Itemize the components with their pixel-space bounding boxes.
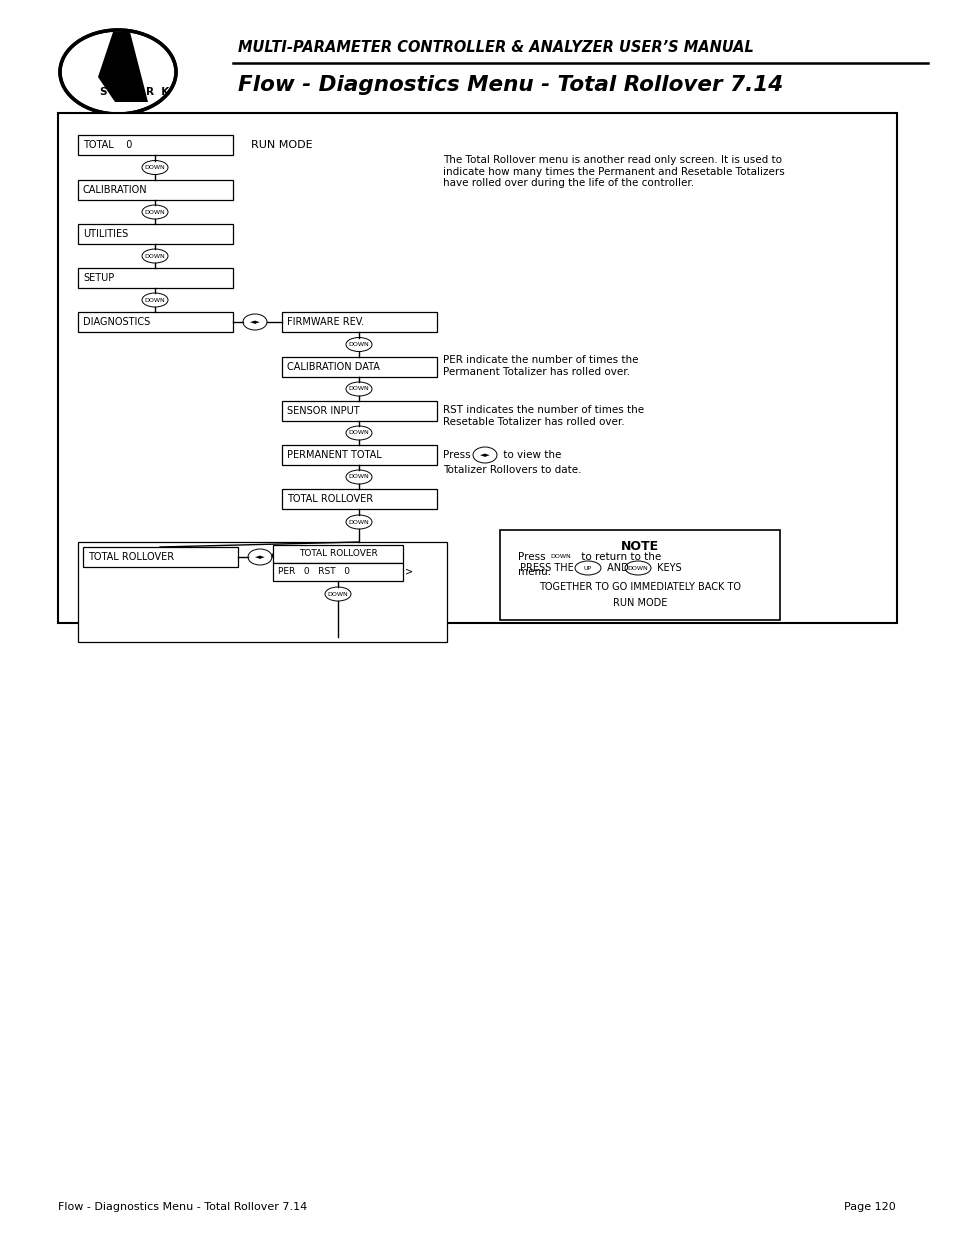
Bar xyxy=(78,180,233,200)
Text: menu.: menu. xyxy=(517,567,551,577)
Ellipse shape xyxy=(60,30,175,114)
Bar xyxy=(282,489,436,509)
Text: DOWN: DOWN xyxy=(145,253,165,258)
Ellipse shape xyxy=(575,561,600,576)
Text: TOGETHER TO GO IMMEDIATELY BACK TO: TOGETHER TO GO IMMEDIATELY BACK TO xyxy=(538,582,740,592)
Bar xyxy=(282,401,436,421)
Text: S  H  A  R  K: S H A R K xyxy=(100,86,169,98)
Text: to view the: to view the xyxy=(499,450,560,459)
Bar xyxy=(58,112,896,622)
Text: UP: UP xyxy=(583,566,592,571)
Bar xyxy=(282,445,436,466)
Bar xyxy=(78,268,233,288)
Text: TOTAL ROLLOVER: TOTAL ROLLOVER xyxy=(287,494,373,504)
Text: RUN MODE: RUN MODE xyxy=(251,140,313,149)
Text: TOTAL    0: TOTAL 0 xyxy=(83,140,132,149)
Ellipse shape xyxy=(346,337,372,352)
Text: PER   0   RST   0: PER 0 RST 0 xyxy=(277,568,350,577)
Text: TOTAL ROLLOVER: TOTAL ROLLOVER xyxy=(88,552,174,562)
Ellipse shape xyxy=(243,314,267,330)
Ellipse shape xyxy=(325,587,351,601)
Text: Page 120: Page 120 xyxy=(843,1202,895,1212)
Text: DOWN: DOWN xyxy=(348,520,369,525)
Bar xyxy=(273,563,402,580)
Text: RST indicates the number of times the
Resetable Totalizer has rolled over.: RST indicates the number of times the Re… xyxy=(442,405,643,426)
Ellipse shape xyxy=(624,561,650,576)
Text: DOWN: DOWN xyxy=(145,165,165,170)
Ellipse shape xyxy=(346,471,372,484)
Bar xyxy=(78,312,233,332)
Ellipse shape xyxy=(142,293,168,308)
Text: AND: AND xyxy=(603,563,631,573)
Text: ◄►: ◄► xyxy=(254,555,265,559)
Bar xyxy=(282,312,436,332)
Text: SENSOR INPUT: SENSOR INPUT xyxy=(287,406,359,416)
Text: DOWN: DOWN xyxy=(145,210,165,215)
Ellipse shape xyxy=(547,550,574,564)
Text: FIRMWARE REV.: FIRMWARE REV. xyxy=(287,317,364,327)
Text: NOTE: NOTE xyxy=(620,540,659,552)
Ellipse shape xyxy=(346,426,372,440)
Text: Flow - Diagnostics Menu - Total Rollover 7.14: Flow - Diagnostics Menu - Total Rollover… xyxy=(58,1202,307,1212)
Bar xyxy=(78,224,233,245)
Text: Press: Press xyxy=(442,450,474,459)
Text: DOWN: DOWN xyxy=(327,592,348,597)
Text: UTILITIES: UTILITIES xyxy=(83,228,128,240)
Text: DOWN: DOWN xyxy=(550,555,571,559)
Text: CALIBRATION: CALIBRATION xyxy=(83,185,148,195)
Ellipse shape xyxy=(142,249,168,263)
Text: Flow - Diagnostics Menu - Total Rollover 7.14: Flow - Diagnostics Menu - Total Rollover… xyxy=(237,75,782,95)
Bar xyxy=(273,545,402,563)
Text: DOWN: DOWN xyxy=(145,298,165,303)
Text: RUN MODE: RUN MODE xyxy=(612,598,666,608)
Polygon shape xyxy=(98,32,148,103)
Text: CALIBRATION DATA: CALIBRATION DATA xyxy=(287,362,379,372)
Bar xyxy=(83,547,237,567)
Text: ◄►: ◄► xyxy=(479,452,490,458)
Text: DOWN: DOWN xyxy=(348,387,369,391)
Text: ◄►: ◄► xyxy=(250,319,260,325)
Text: DOWN: DOWN xyxy=(348,431,369,436)
Bar xyxy=(78,135,233,156)
Text: Totalizer Rollovers to date.: Totalizer Rollovers to date. xyxy=(442,466,581,475)
Ellipse shape xyxy=(142,205,168,219)
Text: to return to the: to return to the xyxy=(578,552,660,562)
Ellipse shape xyxy=(142,161,168,174)
Bar xyxy=(78,542,447,642)
Ellipse shape xyxy=(346,382,372,396)
Text: KEYS: KEYS xyxy=(654,563,680,573)
Text: DOWN: DOWN xyxy=(348,474,369,479)
Text: PER indicate the number of times the
Permanent Totalizer has rolled over.: PER indicate the number of times the Per… xyxy=(442,354,638,377)
Text: DOWN: DOWN xyxy=(627,566,648,571)
Text: TOTAL ROLLOVER: TOTAL ROLLOVER xyxy=(298,550,377,558)
Text: MULTI-PARAMETER CONTROLLER & ANALYZER USER’S MANUAL: MULTI-PARAMETER CONTROLLER & ANALYZER US… xyxy=(237,40,753,54)
Ellipse shape xyxy=(473,447,497,463)
Text: PERMANENT TOTAL: PERMANENT TOTAL xyxy=(287,450,381,459)
Text: >: > xyxy=(405,567,413,577)
Text: DIAGNOSTICS: DIAGNOSTICS xyxy=(83,317,150,327)
Text: DOWN: DOWN xyxy=(348,342,369,347)
Bar xyxy=(282,357,436,377)
Text: PRESS THE: PRESS THE xyxy=(519,563,577,573)
Ellipse shape xyxy=(346,515,372,529)
Text: The Total Rollover menu is another read only screen. It is used to
indicate how : The Total Rollover menu is another read … xyxy=(442,156,784,188)
Text: SETUP: SETUP xyxy=(83,273,114,283)
Ellipse shape xyxy=(248,550,272,564)
Text: Press: Press xyxy=(517,552,548,562)
Bar xyxy=(499,530,780,620)
